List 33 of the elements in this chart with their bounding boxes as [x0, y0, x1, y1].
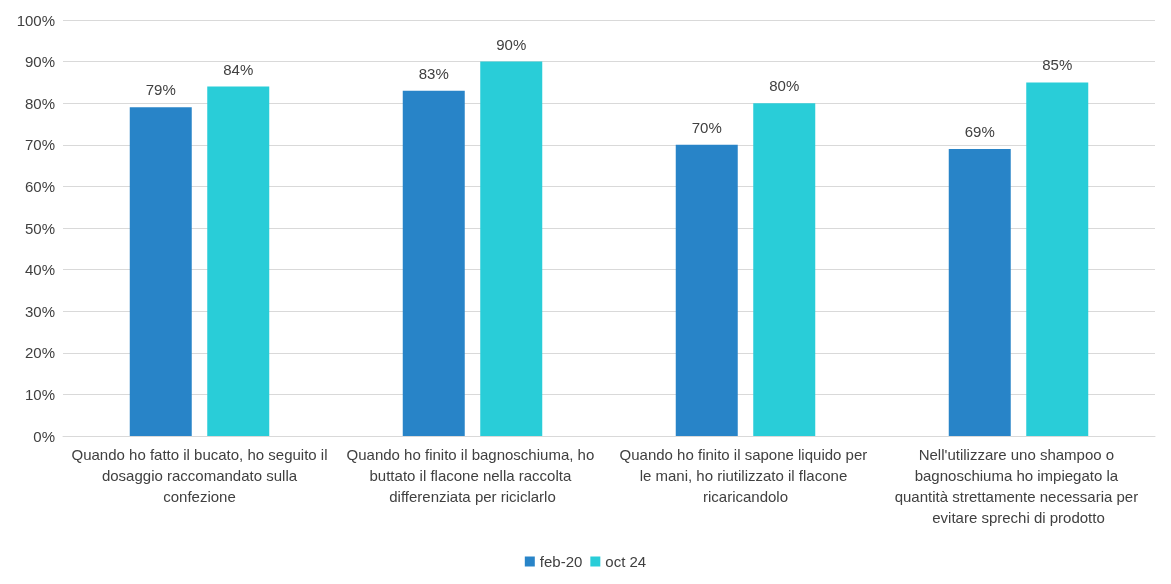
y-tick-label: 20% — [24, 344, 55, 362]
y-tick-label: 40% — [24, 261, 55, 279]
data-label: 84% — [223, 60, 254, 78]
bar — [753, 103, 816, 436]
y-tick-label: 50% — [24, 219, 55, 237]
data-label: 70% — [691, 118, 722, 136]
y-tick-label: 10% — [24, 385, 55, 403]
legend-label: feb-20 — [539, 553, 583, 570]
y-tick-label: 90% — [24, 53, 55, 71]
data-label: 85% — [1042, 56, 1073, 74]
y-tick-label: 60% — [24, 177, 55, 195]
legend-label: oct 24 — [605, 553, 647, 570]
data-label: 69% — [964, 122, 995, 140]
x-tick-label: Nell'utilizzare uno shampoo o bagnoschiuma ho impiegato la quantità strettamente necessaria per evitare sprechi di prodotto — [894, 446, 1143, 526]
bar — [948, 148, 1011, 436]
data-label: 80% — [769, 77, 800, 95]
y-tick-label: 30% — [24, 302, 55, 320]
bar — [207, 86, 270, 436]
bar — [675, 144, 738, 436]
x-tick-label: Quando ho fatto il bucato, ho seguito il dosaggio raccomandato sulla confezione — [71, 446, 328, 505]
data-label: 83% — [418, 64, 449, 82]
y-tick-label: 100% — [16, 11, 55, 29]
data-label: 90% — [496, 35, 527, 53]
bar — [402, 90, 465, 436]
x-tick-label: Quando ho finito il sapone liquido per le mani, ho riutilizzato il flacone ricaricandolo — [619, 446, 872, 505]
y-tick-label: 70% — [24, 136, 55, 154]
x-tick-label: Quando ho finito il bagnoschiuma, ho buttato il flacone nella raccolta differenziata per riciclarlo — [346, 446, 599, 505]
bar — [480, 61, 543, 436]
data-label: 79% — [145, 81, 176, 99]
bar — [129, 107, 192, 436]
y-tick-label: 0% — [33, 427, 55, 445]
y-tick-label: 80% — [24, 94, 55, 112]
bar — [1026, 82, 1089, 436]
